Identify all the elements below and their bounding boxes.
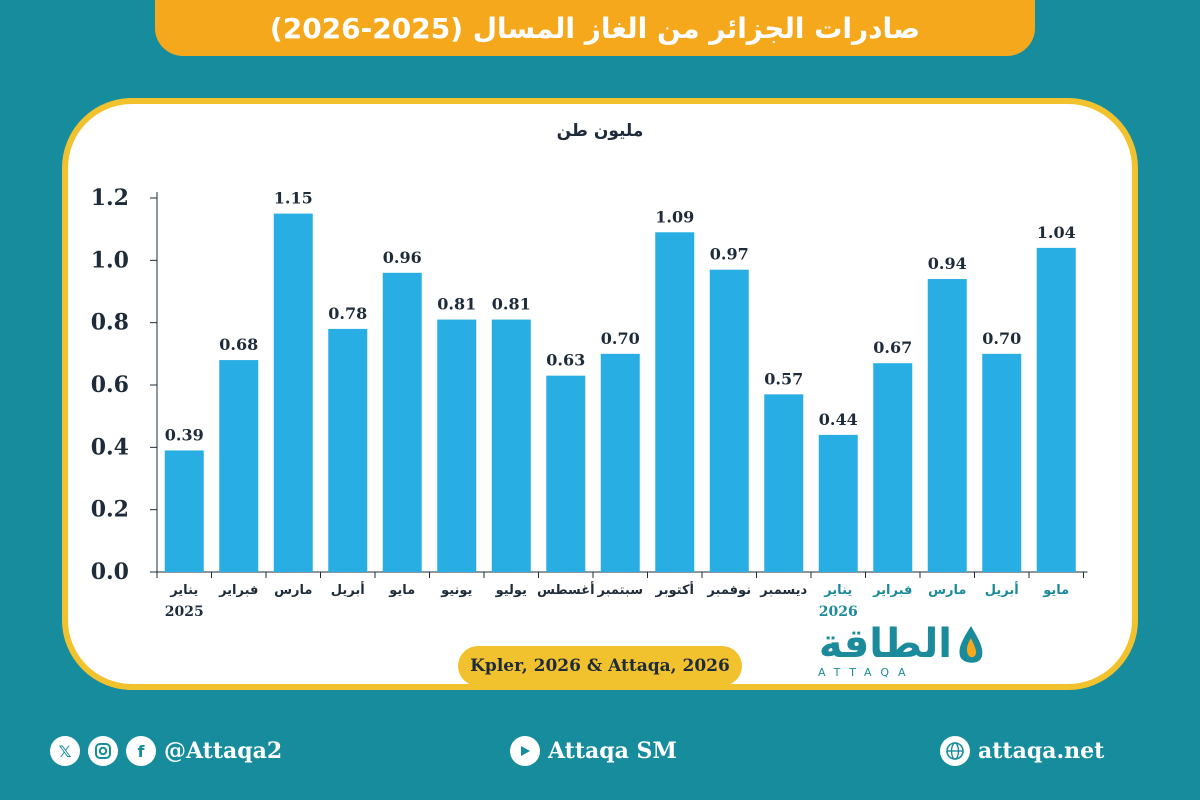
bar-value-label: 0.78 <box>328 304 367 323</box>
y-tick-label: 0.8 <box>91 310 129 336</box>
x-category-label: سبتمبر <box>596 583 643 598</box>
website-url[interactable]: attaqa.net <box>978 738 1105 764</box>
flame-drop-icon <box>959 626 983 663</box>
unit-label: مليون طن <box>557 121 644 141</box>
x-category-label: نوفمبر <box>706 583 751 598</box>
bar <box>328 328 368 572</box>
youtube-icon[interactable] <box>510 736 540 766</box>
x-category-label: أبريل <box>985 581 1019 598</box>
x-category-label: يناير <box>169 583 198 598</box>
bar <box>164 450 204 572</box>
x-category-label: يونيو <box>440 583 472 598</box>
x-category-label: مارس <box>274 583 312 598</box>
bar <box>546 375 586 572</box>
x-category-label: فبراير <box>218 583 258 598</box>
x-category-label: ديسمبر <box>759 583 807 598</box>
x-category-label: يوليو <box>495 583 527 598</box>
bar <box>219 360 259 572</box>
footer: 𝕏 f @Attaqa2 Attaqa SM attaqa.net <box>0 728 1200 784</box>
x-year-label: 2025 <box>165 604 204 620</box>
bar <box>873 363 913 572</box>
bar-value-label: 1.04 <box>1037 223 1076 242</box>
y-tick-label: 1.2 <box>91 185 129 211</box>
x-axis: يناير 2025 فبراير مارس أبريل مايو يونيو يوليو أغ… <box>156 571 1088 620</box>
bar-value-label: 0.96 <box>383 248 422 267</box>
bar-value-label: 1.09 <box>655 207 694 226</box>
bar-value-label: 0.39 <box>165 425 204 444</box>
y-tick-label: 0.6 <box>91 372 129 398</box>
bar <box>437 319 477 572</box>
bar <box>491 319 531 572</box>
bar-value-label: 0.63 <box>546 351 585 370</box>
x-category-label: فبراير <box>872 583 912 598</box>
social-group: 𝕏 f @Attaqa2 <box>50 736 282 766</box>
x-category-label: أغسطس <box>537 581 595 598</box>
social-handle[interactable]: @Attaqa2 <box>164 738 283 764</box>
bars: 0.39 0.68 1.15 0.78 0.96 0.81 0.81 0.63 0.70 1.09… <box>164 189 1076 573</box>
y-tick-label: 1.0 <box>91 247 129 273</box>
x-category-label: أكتوبر <box>655 581 694 598</box>
bar-value-label: 0.67 <box>873 338 912 357</box>
x-year-label: 2026 <box>819 604 858 620</box>
bar-value-label: 0.81 <box>492 295 531 314</box>
x-category-label: مايو <box>1042 583 1069 598</box>
bar <box>927 279 967 572</box>
y-axis: 0.0 0.2 0.4 0.6 0.8 1.0 1.2 <box>91 185 158 585</box>
youtube-group: Attaqa SM <box>510 736 677 766</box>
logo-arabic: الطاقة <box>818 621 952 667</box>
facebook-icon[interactable]: f <box>126 736 156 766</box>
bar <box>764 394 804 572</box>
bar-value-label: 0.94 <box>928 254 967 273</box>
bar <box>600 353 640 572</box>
y-tick-label: 0.2 <box>91 497 129 523</box>
bar <box>982 353 1022 572</box>
bar <box>1036 247 1076 572</box>
source-text: Kpler, 2026 & Attaqa, 2026 <box>470 656 730 676</box>
bar <box>382 272 422 572</box>
x-icon[interactable]: 𝕏 <box>50 736 80 766</box>
x-category-label: مايو <box>388 583 415 598</box>
bar <box>273 213 313 573</box>
x-category-label: أبريل <box>331 581 365 598</box>
bar-value-label: 0.68 <box>219 335 258 354</box>
youtube-channel[interactable]: Attaqa SM <box>548 738 677 764</box>
bar <box>818 434 858 572</box>
x-category-label: مارس <box>928 583 966 598</box>
y-tick-label: 0.4 <box>91 434 129 460</box>
page-title: صادرات الجزائر من الغاز المسال (2025-202… <box>269 11 921 45</box>
source-pill: Kpler, 2026 & Attaqa, 2026 <box>458 646 742 686</box>
bar-value-label: 0.97 <box>710 245 749 264</box>
globe-icon[interactable] <box>940 736 970 766</box>
bar <box>655 232 695 573</box>
bar <box>709 269 749 572</box>
bar-value-label: 0.70 <box>982 329 1021 348</box>
title-bar: صادرات الجزائر من الغاز المسال (2025-202… <box>155 0 1035 56</box>
y-tick-label: 0.0 <box>91 559 129 585</box>
bar-value-label: 0.70 <box>601 329 640 348</box>
website-group: attaqa.net <box>940 736 1104 766</box>
bar-value-label: 0.81 <box>437 295 476 314</box>
instagram-icon[interactable] <box>88 736 118 766</box>
logo-latin: ATTAQA <box>818 666 915 679</box>
bar-value-label: 1.15 <box>274 189 313 208</box>
attaqa-logo: الطاقة ATTAQA <box>812 622 992 682</box>
bar-value-label: 0.57 <box>764 369 803 388</box>
bar-value-label: 0.44 <box>819 410 858 429</box>
x-category-label: يناير <box>823 583 852 598</box>
